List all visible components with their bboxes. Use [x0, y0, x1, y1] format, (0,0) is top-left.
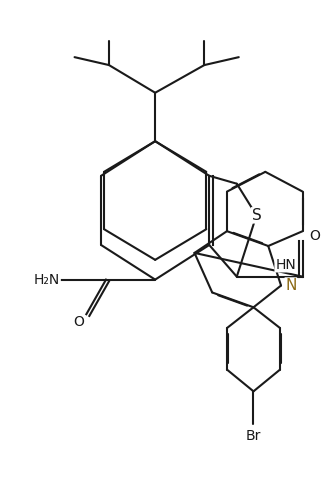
- Text: H₂N: H₂N: [34, 273, 60, 287]
- Text: O: O: [309, 229, 320, 243]
- Text: HN: HN: [275, 258, 296, 272]
- Text: N: N: [285, 278, 297, 293]
- Text: O: O: [73, 315, 84, 329]
- Text: Br: Br: [246, 429, 261, 443]
- Text: S: S: [252, 208, 261, 223]
